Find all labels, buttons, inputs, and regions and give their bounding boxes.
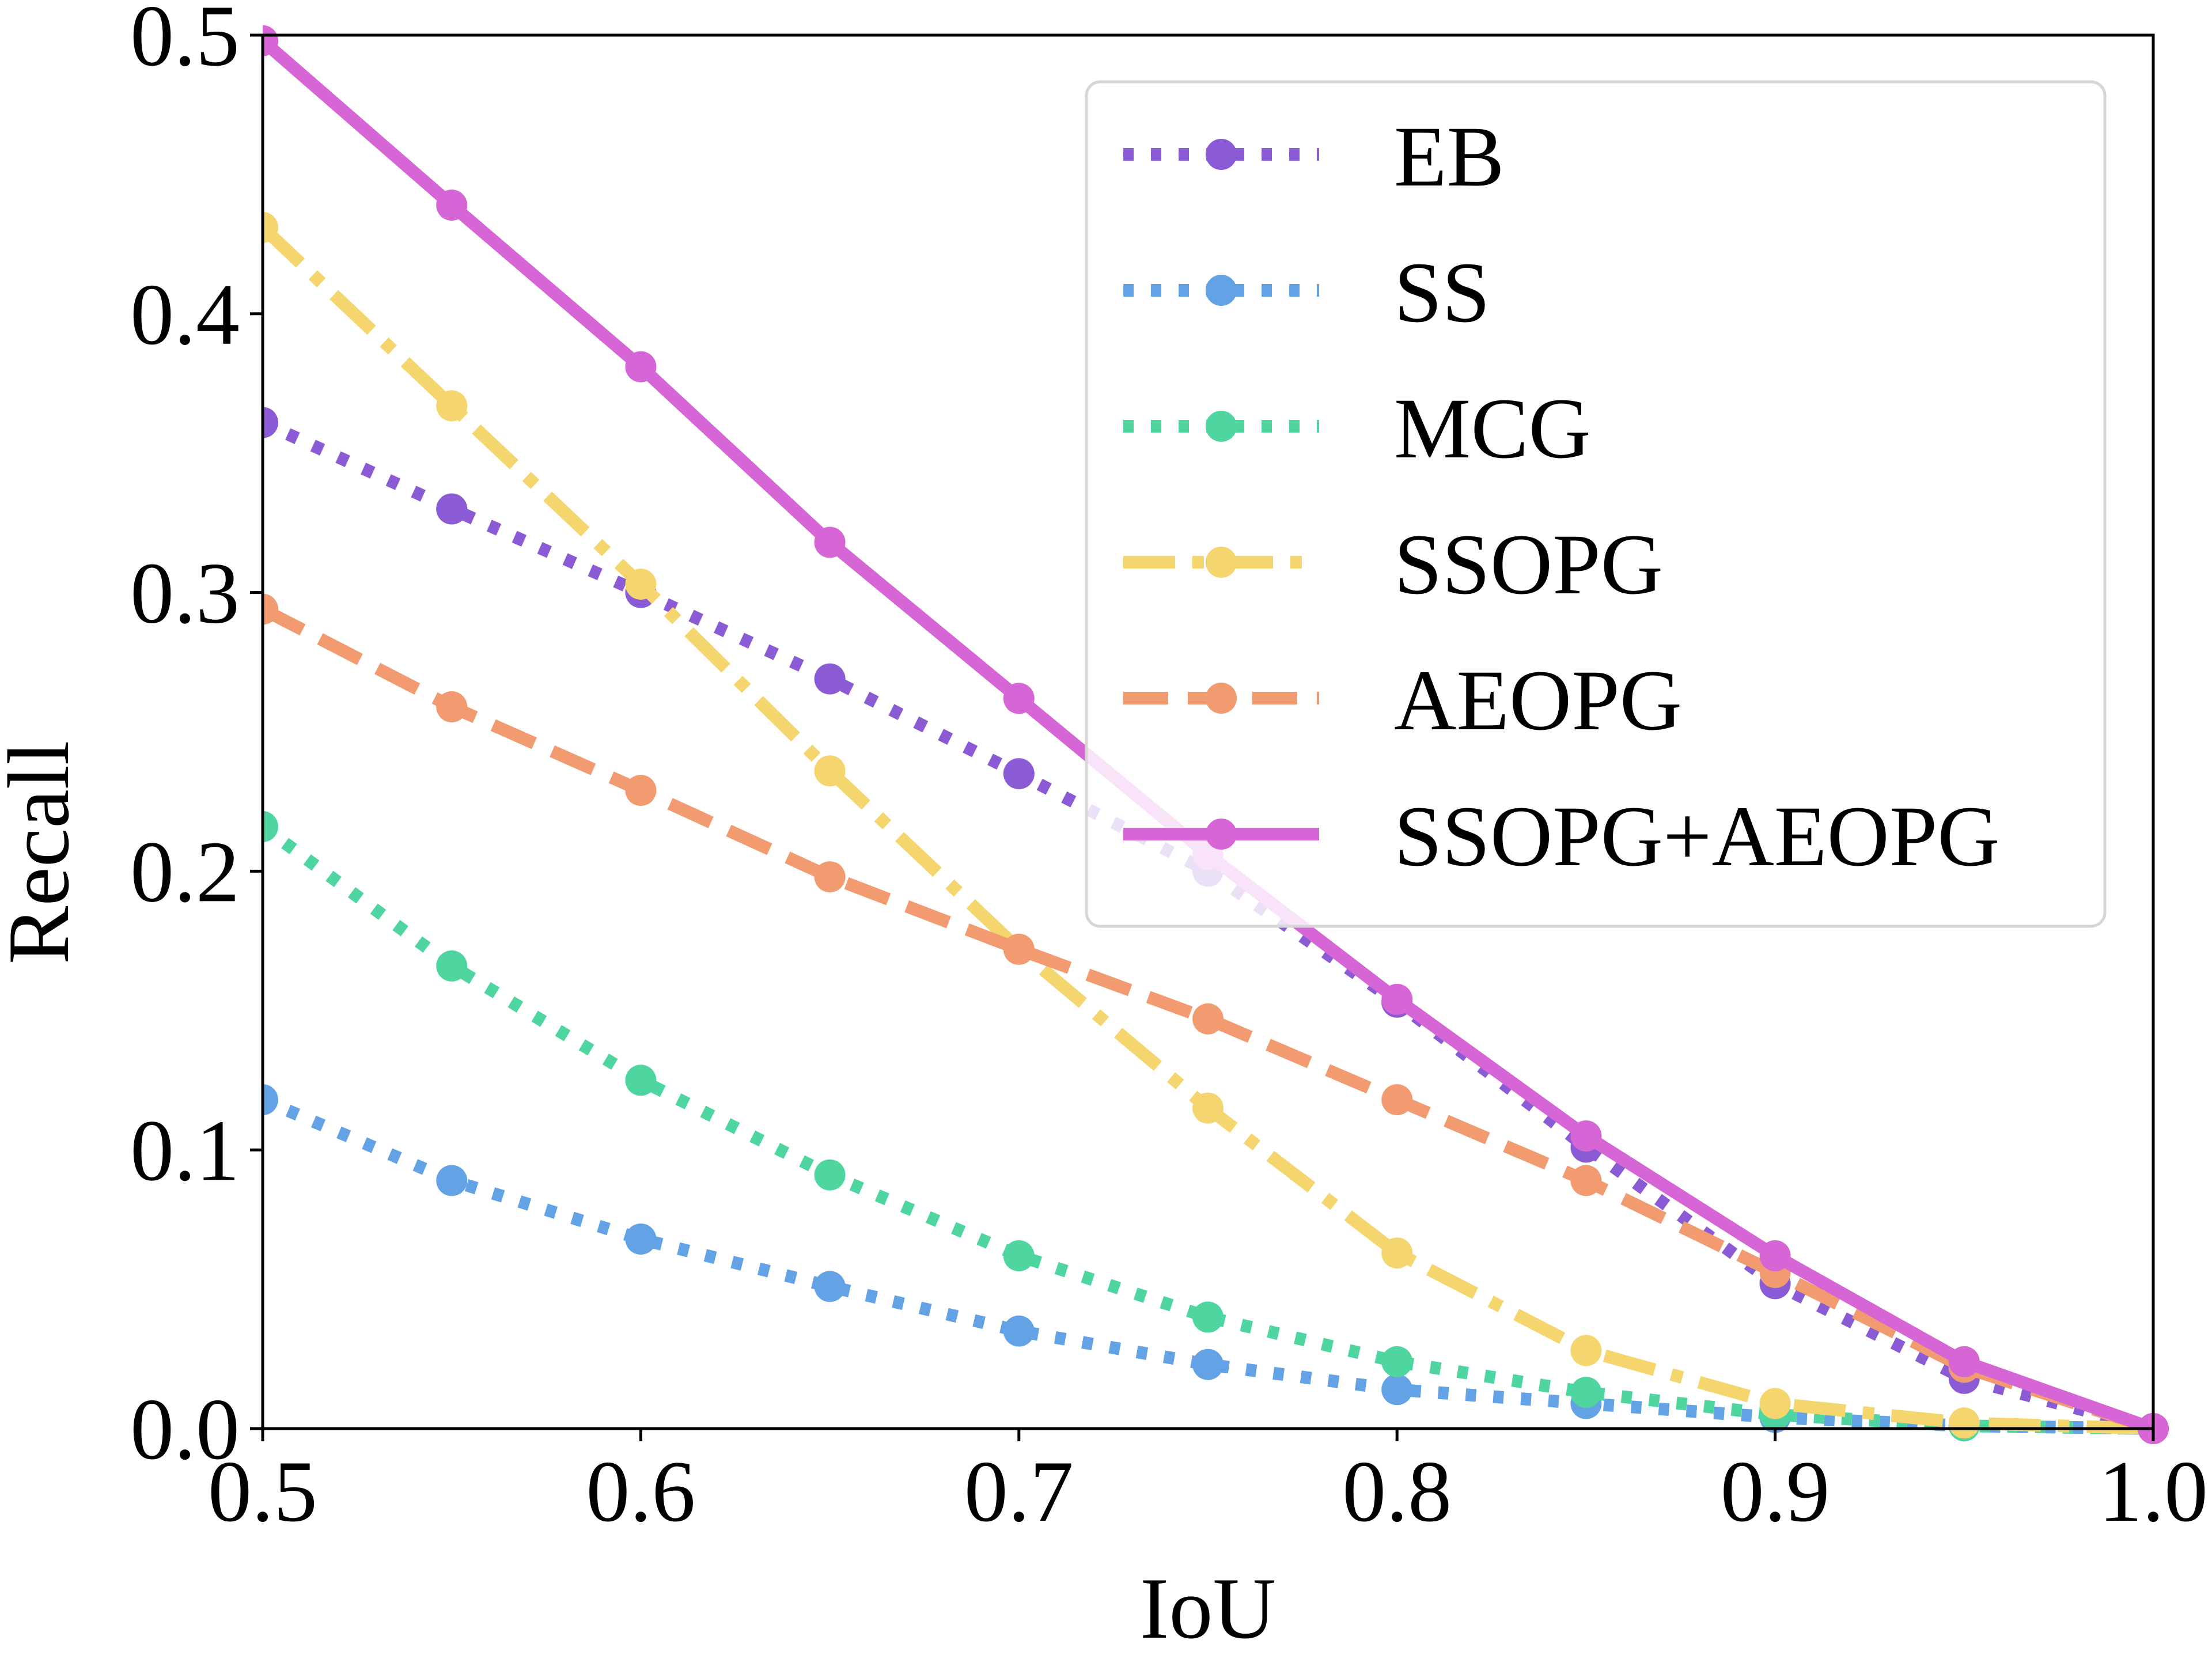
data-point-ssopg [436, 390, 468, 422]
data-point-aeopg [263, 593, 278, 625]
legend-item-ssopg: SSOPG [1123, 517, 1663, 612]
data-point-mcg [263, 811, 278, 842]
legend-marker-eb [1206, 139, 1237, 170]
y-tick-label: 0.5 [130, 0, 240, 84]
data-point-ss [625, 1224, 657, 1255]
data-point-ssopg [263, 211, 278, 243]
data-point-ss [436, 1165, 468, 1196]
x-tick-label: 0.6 [586, 1443, 695, 1540]
legend-label-mcg: MCG [1394, 381, 1591, 476]
data-point-mcg [1192, 1301, 1224, 1333]
data-point-aeopg [1570, 1165, 1602, 1196]
data-point-mcg [814, 1159, 846, 1191]
data-point-ssopg [1192, 1092, 1224, 1124]
y-tick-label: 0.1 [130, 1102, 240, 1199]
data-point-ssopg [1948, 1407, 1980, 1439]
legend-item-ssopg-aeopg: SSOPG+AEOPG [1123, 789, 2000, 884]
legend-label-ssopg: SSOPG [1394, 517, 1663, 612]
legend-item-aeopg: AEOPG [1123, 653, 1682, 748]
x-tick-label: 0.7 [964, 1443, 1074, 1540]
data-point-ssopg-aeopg [1759, 1240, 1791, 1271]
data-point-ssopg-aeopg [625, 351, 657, 382]
legend-marker-mcg [1206, 411, 1237, 442]
data-point-ssopg-aeopg [1381, 983, 1413, 1015]
y-tick-label: 0.2 [130, 823, 240, 920]
legend-marker-ss [1206, 275, 1237, 306]
data-point-mcg [625, 1065, 657, 1096]
data-point-mcg [1381, 1346, 1413, 1377]
legend-item-ss: SS [1123, 245, 1490, 340]
y-tick-label: 0.4 [130, 266, 240, 363]
data-point-ssopg-aeopg [1948, 1346, 1980, 1377]
data-point-eb [263, 407, 278, 438]
data-point-ssopg-aeopg [814, 527, 846, 558]
data-point-ss [1381, 1374, 1413, 1406]
data-point-ssopg [814, 755, 846, 787]
y-tick-label: 0.3 [130, 545, 240, 642]
plot-frame [261, 33, 2155, 1430]
data-point-ss [814, 1271, 846, 1302]
legend-marker-ssopg-aeopg [1206, 819, 1237, 850]
x-tick-label: 0.5 [208, 1443, 317, 1540]
data-point-aeopg [1381, 1084, 1413, 1116]
data-point-aeopg [1003, 933, 1035, 965]
data-point-ssopg-aeopg [436, 190, 468, 221]
legend-marker-ssopg [1206, 547, 1237, 578]
axes-layer: 0.5 0.6 0.7 0.8 0.9 1.0 0.0 0.1 0.2 0.3 0.4 0.5 [130, 0, 2208, 1540]
series-line-ss [263, 1093, 2154, 1435]
data-point-ssopg-aeopg [1003, 683, 1035, 714]
data-point-ss [1192, 1349, 1224, 1380]
y-tick-label: 0.0 [130, 1381, 240, 1478]
x-axis-label: IoU [1140, 1560, 1276, 1657]
data-point-ssopg [625, 569, 657, 600]
legend-item-eb: EB [1123, 109, 1505, 204]
data-point-aeopg [436, 691, 468, 722]
data-point-aeopg [1192, 1003, 1224, 1035]
legend-label-eb: EB [1394, 109, 1505, 204]
data-point-ssopg-aeopg [263, 25, 278, 56]
x-tick-label: 0.9 [1721, 1443, 1830, 1540]
data-point-ssopg [1759, 1388, 1791, 1419]
data-point-ssopg [1570, 1335, 1602, 1366]
data-point-aeopg [625, 775, 657, 806]
data-point-aeopg [814, 861, 846, 893]
legend-frame [1085, 80, 2107, 928]
series-line-aeopg [263, 603, 2156, 1435]
x-tick-label: 1.0 [2099, 1443, 2208, 1540]
data-point-eb [436, 493, 468, 525]
data-point-mcg [1570, 1377, 1602, 1408]
legend-label-ss: SS [1394, 245, 1490, 340]
data-point-eb [814, 663, 846, 695]
data-point-ssopg-aeopg [1570, 1120, 1602, 1152]
data-point-eb [1003, 758, 1035, 790]
legend-item-mcg: MCG [1123, 381, 1591, 476]
legend: EB SS MCG SSOPG AEOPG SSOPG+AEOPG [1085, 80, 2107, 928]
y-axis-label: Recall [0, 741, 87, 964]
data-point-ss [263, 1084, 278, 1116]
legend-marker-aeopg [1206, 683, 1237, 714]
data-point-mcg [436, 950, 468, 982]
data-point-ss [1003, 1315, 1035, 1347]
legend-label-aeopg: AEOPG [1394, 653, 1682, 748]
data-point-mcg [1003, 1240, 1035, 1271]
data-point-ssopg [1381, 1237, 1413, 1269]
legend-label-ssopg-aeopg: SSOPG+AEOPG [1394, 789, 2000, 884]
x-tick-label: 0.8 [1342, 1443, 1452, 1540]
